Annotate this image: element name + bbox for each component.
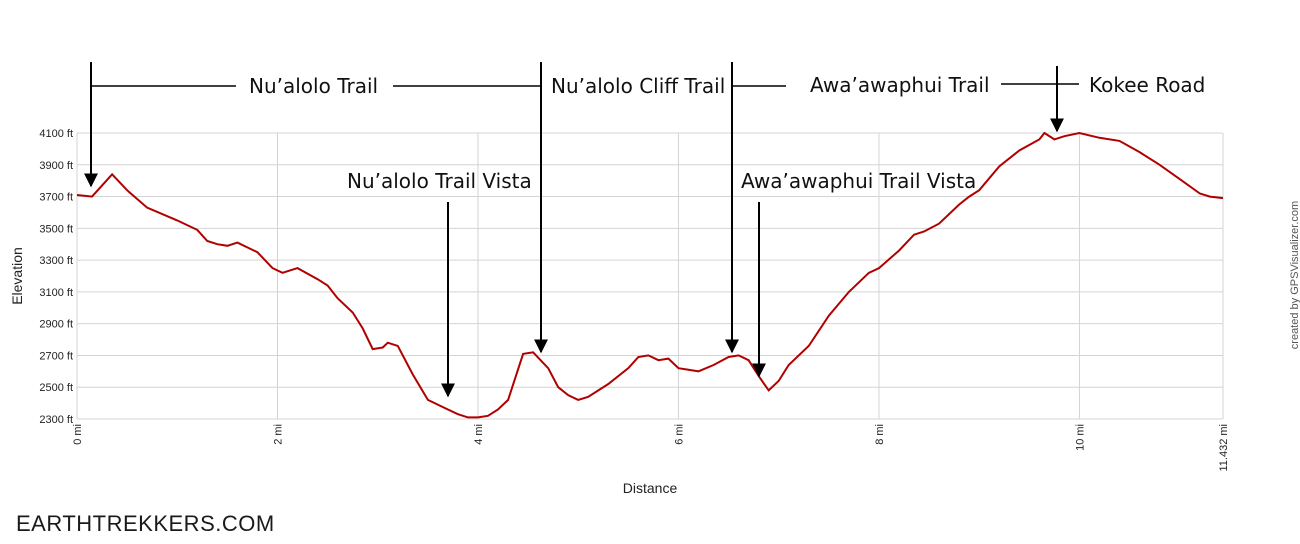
x-axis-ticks: 0 mi 2 mi 4 mi 6 mi 8 mi 10 mi 11.432 mi — [72, 424, 1230, 472]
x-tick-label: 8 mi — [874, 424, 886, 445]
grid-lines — [76, 132, 1224, 420]
x-tick-label: 4 mi — [473, 424, 485, 445]
elevation-profile-line — [76, 131, 1224, 419]
y-tick-label: 2500 ft — [39, 382, 73, 394]
y-tick-label: 3100 ft — [39, 287, 73, 299]
x-tick-label: 6 mi — [673, 424, 685, 445]
y-tick-label: 4100 ft — [39, 128, 73, 140]
annotation-lines — [84, 62, 1079, 398]
credit-text: created by GPSVisualizer.com — [1289, 201, 1300, 349]
y-tick-label: 3700 ft — [39, 192, 73, 204]
annotation-nualolo-cliff-trail: Nu’alolo Cliff Trail — [551, 74, 725, 98]
y-axis-ticks: 2300 ft 2500 ft 2700 ft 2900 ft 3100 ft 3300 … — [39, 128, 73, 426]
y-tick-label: 3300 ft — [39, 255, 73, 267]
y-tick-label: 2900 ft — [39, 319, 73, 331]
earthtrekkers-watermark: EARTHTREKKERS.COM — [16, 511, 275, 536]
y-tick-label: 3500 ft — [39, 223, 73, 235]
y-tick-label: 2700 ft — [39, 350, 73, 362]
annotation-nualolo-trail: Nu’alolo Trail — [249, 74, 378, 98]
x-tick-label: 0 mi — [72, 424, 84, 445]
x-tick-label: 2 mi — [272, 424, 284, 445]
y-axis-title: Elevation — [9, 247, 25, 305]
annotation-awaawaphui-trail-vista: Awa’awaphui Trail Vista — [741, 169, 976, 193]
x-tick-label: 11.432 mi — [1218, 424, 1230, 472]
y-tick-label: 2300 ft — [39, 414, 73, 426]
annotation-kokee-road: Kokee Road — [1089, 73, 1205, 97]
y-tick-label: 3900 ft — [39, 160, 73, 172]
annotation-awaawaphui-trail: Awa’awaphui Trail — [810, 73, 990, 97]
x-tick-label: 10 mi — [1074, 424, 1086, 451]
x-axis-title: Distance — [623, 480, 678, 496]
annotation-nualolo-trail-vista: Nu’alolo Trail Vista — [347, 169, 532, 193]
